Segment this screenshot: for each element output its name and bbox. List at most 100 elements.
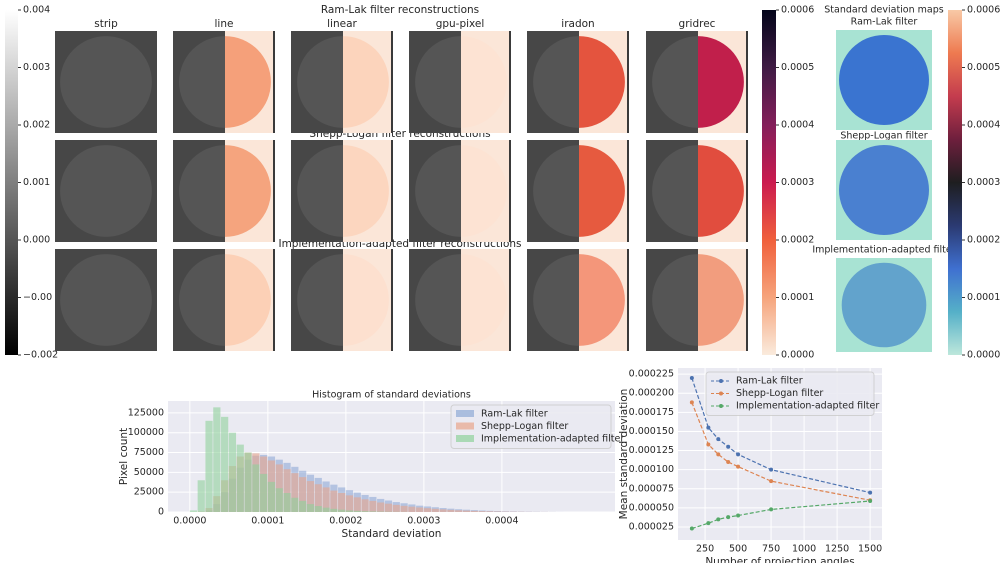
data-point bbox=[726, 460, 730, 464]
row-title: Shepp-Logan filter bbox=[840, 131, 927, 142]
image-edge bbox=[509, 31, 511, 133]
image-edge bbox=[746, 140, 748, 242]
column-title: gpu-pixel bbox=[436, 18, 485, 30]
image-disk bbox=[842, 263, 927, 348]
x-tick-label: 1000 bbox=[792, 544, 816, 555]
histogram-bar bbox=[307, 504, 314, 512]
histogram-bar bbox=[346, 510, 353, 512]
legend-swatch bbox=[719, 379, 723, 383]
histogram-bar bbox=[283, 493, 290, 512]
tick-label: 0.004 bbox=[23, 5, 50, 16]
x-tick-label: 1500 bbox=[858, 544, 882, 555]
data-point bbox=[736, 465, 740, 469]
image-edge bbox=[391, 31, 393, 133]
tick-label: 0.0003 bbox=[781, 177, 814, 188]
tick-label: 0.001 bbox=[23, 177, 50, 188]
data-point bbox=[690, 400, 694, 404]
column-title: strip bbox=[94, 18, 118, 30]
tick-label: 0.000 bbox=[23, 235, 50, 246]
tick-label: 0.0006 bbox=[781, 5, 814, 16]
x-tick-label: 0.0001 bbox=[251, 516, 284, 527]
histogram-bar bbox=[354, 497, 361, 512]
histogram-bar bbox=[205, 421, 212, 512]
column-title: line bbox=[215, 18, 234, 30]
legend-label: Ram-Lak filter bbox=[736, 376, 803, 387]
legend-swatch bbox=[456, 423, 474, 430]
x-tick-label: 1250 bbox=[825, 544, 849, 555]
histogram-bar bbox=[276, 488, 283, 512]
y-tick-label: 0.000125 bbox=[629, 445, 674, 456]
image-edge bbox=[391, 140, 393, 242]
legend-label: Ram-Lak filter bbox=[481, 409, 548, 420]
y-tick-label: 50000 bbox=[134, 467, 164, 478]
y-axis-label: Mean standard deviation bbox=[618, 389, 630, 520]
legend-label: Shepp-Logan filter bbox=[736, 388, 823, 399]
tick-label: 0.0002 bbox=[781, 235, 814, 246]
image-edge bbox=[273, 249, 275, 351]
tick-label: 0.003 bbox=[23, 62, 50, 73]
histogram-bar bbox=[416, 507, 423, 512]
row-title: Ram-Lak filter reconstructions bbox=[321, 4, 479, 16]
tick-label: 0.0001 bbox=[781, 292, 814, 303]
histogram-bar bbox=[260, 474, 267, 512]
histogram-bar bbox=[354, 511, 361, 512]
data-point bbox=[769, 479, 773, 483]
image-edge bbox=[273, 140, 275, 242]
data-point bbox=[716, 452, 720, 456]
histogram-bar bbox=[213, 407, 220, 512]
tick-label: −0.002 bbox=[23, 350, 58, 361]
legend-label: Shepp-Logan filter bbox=[481, 421, 568, 432]
tick-label: 0.0005 bbox=[967, 62, 1000, 73]
x-tick-label: 750 bbox=[762, 544, 780, 555]
x-axis-label: Number of projection angles bbox=[705, 556, 854, 563]
histogram-bar bbox=[299, 501, 306, 512]
histogram-bar bbox=[471, 511, 478, 512]
data-point bbox=[769, 507, 773, 511]
histogram-bar bbox=[361, 499, 368, 512]
y-tick-label: 0.000225 bbox=[629, 369, 674, 380]
data-point bbox=[736, 452, 740, 456]
y-tick-label: 100000 bbox=[128, 427, 164, 438]
histogram-bar bbox=[268, 482, 275, 512]
tick-label: 0.0003 bbox=[967, 177, 1000, 188]
tick-label: 0.0002 bbox=[967, 235, 1000, 246]
histogram-bar bbox=[330, 491, 337, 512]
tick-label: 0.0004 bbox=[781, 120, 814, 131]
image-disk bbox=[60, 36, 152, 128]
histogram-bar bbox=[432, 509, 439, 512]
histogram-bar bbox=[330, 509, 337, 512]
data-point bbox=[706, 442, 710, 446]
image-disk bbox=[839, 145, 929, 235]
histogram-bar bbox=[400, 506, 407, 512]
histogram-bar bbox=[221, 417, 228, 512]
histogram-bar bbox=[369, 501, 376, 512]
colorbar bbox=[762, 10, 776, 355]
histogram-bar bbox=[346, 495, 353, 512]
histogram-bar bbox=[424, 508, 431, 512]
figure: 0.0040.0030.0020.0010.000−0.00−0.002Ram-… bbox=[0, 0, 1004, 563]
y-tick-label: 0.000150 bbox=[629, 426, 674, 437]
data-point bbox=[726, 445, 730, 449]
y-tick-label: 0.000200 bbox=[629, 388, 674, 399]
tick-label: −0.00 bbox=[23, 292, 52, 303]
x-tick-label: 0.0003 bbox=[407, 516, 440, 527]
legend-label: Implementation-adapted filter bbox=[736, 401, 879, 412]
x-tick-label: 500 bbox=[729, 544, 747, 555]
tick-label: 0.0001 bbox=[967, 292, 1000, 303]
tick-label: 0.0004 bbox=[967, 120, 1000, 131]
histogram-bar bbox=[408, 507, 415, 512]
histogram-bar bbox=[447, 510, 454, 512]
row-title: Implementation-adapted filter bbox=[812, 245, 955, 256]
colorbar bbox=[948, 10, 962, 355]
y-tick-label: 75000 bbox=[134, 447, 164, 458]
x-tick-label: 250 bbox=[696, 544, 714, 555]
data-point bbox=[868, 491, 872, 495]
histogram-bar bbox=[338, 510, 345, 512]
histogram-bar bbox=[393, 505, 400, 512]
y-tick-label: 0.000050 bbox=[629, 502, 674, 513]
histogram-bar bbox=[190, 510, 197, 512]
data-point bbox=[716, 437, 720, 441]
image-edge bbox=[627, 31, 629, 133]
colorbar bbox=[5, 10, 18, 355]
column-title: gridrec bbox=[679, 18, 716, 30]
